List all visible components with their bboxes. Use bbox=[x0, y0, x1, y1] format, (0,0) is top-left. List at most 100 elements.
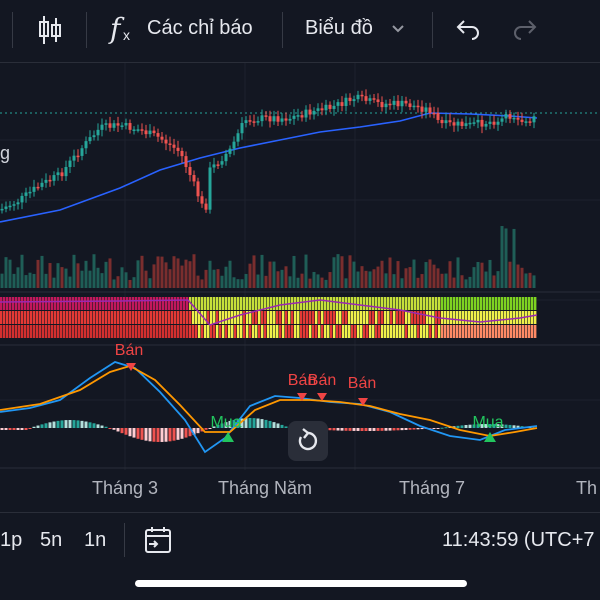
hist-bar bbox=[248, 418, 252, 428]
timeframe-1n[interactable]: 1n bbox=[84, 529, 107, 551]
heat-cell bbox=[45, 311, 48, 324]
heat-cell bbox=[357, 311, 360, 324]
chart-area[interactable]: Bán Bán Bán Bán Mua Mua Tháng 3 Tháng Năm Tháng… bbox=[0, 63, 600, 510]
heat-cell bbox=[3, 325, 6, 338]
heat-cell bbox=[192, 325, 195, 338]
volume-bar bbox=[444, 273, 448, 288]
heat-cell bbox=[123, 297, 126, 310]
buy-label: Mua bbox=[472, 414, 503, 431]
hist-bar bbox=[476, 424, 480, 428]
heat-cell bbox=[384, 325, 387, 338]
heat-cell bbox=[303, 325, 306, 338]
heat-cell bbox=[525, 297, 528, 310]
heat-cell bbox=[168, 297, 171, 310]
heat-cell bbox=[48, 325, 51, 338]
heat-cell bbox=[363, 325, 366, 338]
candle-body bbox=[96, 129, 100, 136]
toolbar-divider bbox=[432, 12, 433, 48]
hist-bar bbox=[264, 419, 268, 428]
reset-chart-button[interactable] bbox=[288, 421, 328, 461]
candle-body bbox=[520, 119, 524, 122]
heat-cell bbox=[213, 325, 216, 338]
heat-cell bbox=[477, 297, 480, 310]
heat-cell bbox=[366, 325, 369, 338]
volume-bar bbox=[196, 275, 200, 288]
clock-timezone[interactable]: 11:43:59 (UTC+7 bbox=[442, 529, 595, 551]
heat-cell bbox=[510, 311, 513, 324]
candle-body bbox=[20, 195, 24, 203]
heat-cell bbox=[246, 297, 249, 310]
heat-cell bbox=[420, 325, 423, 338]
hist-bar bbox=[244, 418, 248, 428]
toolbar-divider bbox=[12, 12, 13, 48]
hist-bar bbox=[468, 424, 472, 428]
undo-icon[interactable] bbox=[455, 18, 481, 42]
hist-bar bbox=[328, 428, 332, 431]
volume-bar bbox=[284, 266, 288, 288]
hist-bar bbox=[56, 420, 60, 428]
candle-body bbox=[112, 123, 116, 128]
candle-body bbox=[320, 108, 324, 111]
indicators-button[interactable]: f x Các chỉ báo bbox=[108, 12, 278, 48]
heat-cell bbox=[390, 297, 393, 310]
candle-body bbox=[440, 119, 444, 124]
volume-bar bbox=[92, 254, 96, 288]
heat-cell bbox=[210, 311, 213, 324]
hist-bar bbox=[180, 428, 184, 439]
candles bbox=[0, 89, 536, 214]
heat-cell bbox=[333, 325, 336, 338]
heat-cell bbox=[120, 297, 123, 310]
hist-bar bbox=[464, 425, 468, 428]
heat-cell bbox=[84, 325, 87, 338]
candle-body bbox=[388, 103, 392, 106]
candle-body bbox=[348, 97, 352, 102]
volume-bar bbox=[260, 254, 264, 288]
volume-bar bbox=[80, 270, 84, 288]
heat-cell bbox=[336, 325, 339, 338]
volume-bar bbox=[304, 254, 308, 288]
heat-cell bbox=[219, 311, 222, 324]
heat-cell bbox=[285, 311, 288, 324]
volume-bar bbox=[416, 277, 420, 288]
volume-bar bbox=[308, 278, 312, 288]
signal-line bbox=[0, 365, 538, 437]
hist-bar bbox=[16, 428, 20, 430]
heat-cell bbox=[381, 297, 384, 310]
candle-body bbox=[452, 122, 456, 126]
volume-bar bbox=[232, 277, 236, 288]
heat-cell bbox=[159, 297, 162, 310]
heat-cell bbox=[411, 311, 414, 324]
heat-cell bbox=[468, 297, 471, 310]
heat-cell bbox=[105, 311, 108, 324]
heat-cell bbox=[261, 325, 264, 338]
indicators-label: Các chỉ báo bbox=[147, 17, 253, 39]
calendar-range-icon[interactable] bbox=[143, 525, 173, 555]
heat-cell bbox=[360, 297, 363, 310]
volume-bar bbox=[480, 262, 484, 288]
volume-bar bbox=[316, 274, 320, 288]
volume-bar bbox=[276, 271, 280, 288]
heat-cell bbox=[306, 325, 309, 338]
heat-cell bbox=[216, 297, 219, 310]
heat-cell bbox=[327, 325, 330, 338]
heat-cell bbox=[393, 311, 396, 324]
timeframe-1p[interactable]: 1p bbox=[0, 529, 23, 551]
chart-type-dropdown[interactable]: Biểu đồ bbox=[303, 12, 413, 48]
volume-bar bbox=[300, 273, 304, 288]
heat-cell bbox=[48, 297, 51, 310]
heat-cell bbox=[327, 297, 330, 310]
redo-icon[interactable] bbox=[512, 18, 538, 42]
heat-cell bbox=[279, 311, 282, 324]
hist-bar bbox=[488, 424, 492, 428]
heat-cell bbox=[300, 311, 303, 324]
candle-body bbox=[164, 139, 168, 144]
heat-cell bbox=[333, 311, 336, 324]
timeframe-5n[interactable]: 5n bbox=[40, 529, 63, 551]
heat-cell bbox=[219, 297, 222, 310]
volume-bar bbox=[252, 255, 256, 288]
candle-body bbox=[432, 112, 436, 115]
candle-body bbox=[300, 115, 304, 118]
hist-bar bbox=[144, 428, 148, 441]
candlestick-icon[interactable] bbox=[37, 14, 63, 46]
